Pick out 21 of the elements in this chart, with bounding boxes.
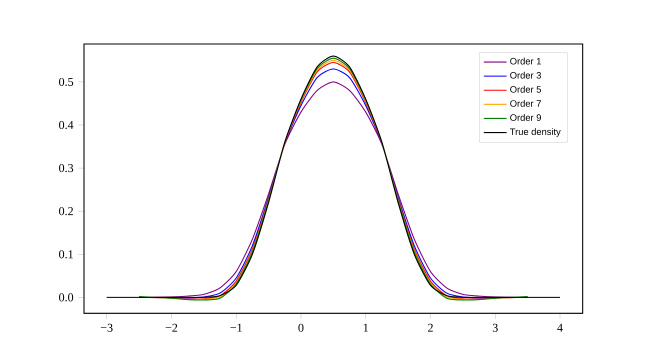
- x-tick-label: 1: [364, 324, 368, 332]
- y-tick-label: 0.0: [59, 293, 74, 302]
- x-tick-label: −3: [100, 324, 113, 332]
- x-tick-label: 0: [298, 324, 304, 332]
- y-tick-label: 0.4: [59, 120, 74, 130]
- legend-label: Order 5: [510, 86, 541, 93]
- x-tick-label: 3: [492, 324, 498, 332]
- legend-label: Order 1: [510, 58, 541, 65]
- legend-label: Order 7: [510, 100, 541, 107]
- x-tick-label: 4: [557, 324, 563, 332]
- x-tick-label: 2: [428, 324, 433, 332]
- legend-label: True density: [510, 128, 561, 137]
- legend-label: Order 9: [510, 114, 541, 121]
- legend-label: Order 3: [510, 72, 541, 79]
- y-tick-label: 0.3: [59, 164, 74, 172]
- y-tick-label: 0.5: [59, 78, 74, 86]
- y-tick-label: 0.2: [59, 207, 73, 216]
- x-tick-label: −1: [230, 324, 242, 332]
- x-tick-label: −2: [166, 324, 178, 332]
- y-tick-label: 0.1: [59, 250, 73, 258]
- line-series: [106, 56, 561, 298]
